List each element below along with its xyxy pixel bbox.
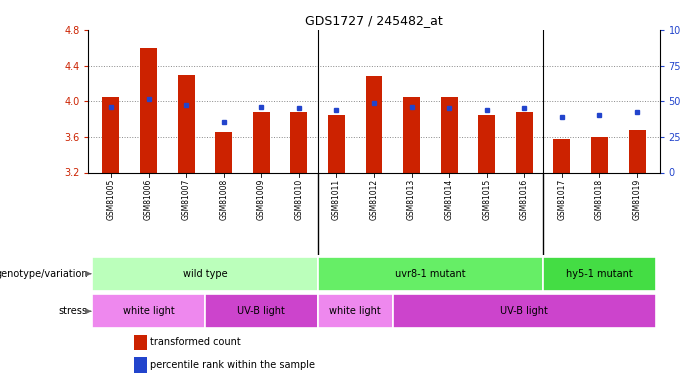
Bar bbox=[140, 48, 157, 172]
Text: white light: white light bbox=[329, 306, 381, 316]
Text: hy5-1 mutant: hy5-1 mutant bbox=[566, 269, 633, 279]
Bar bbox=[543, 257, 656, 291]
Text: GSM81018: GSM81018 bbox=[595, 179, 604, 220]
Bar bbox=[205, 294, 318, 328]
Text: UV-B light: UV-B light bbox=[500, 306, 548, 316]
Text: GSM81010: GSM81010 bbox=[294, 179, 303, 220]
Bar bbox=[328, 115, 345, 172]
Bar bbox=[177, 75, 194, 172]
Text: GSM81009: GSM81009 bbox=[257, 179, 266, 220]
Bar bbox=[441, 97, 458, 172]
Text: GSM81016: GSM81016 bbox=[520, 179, 529, 220]
Text: GSM81011: GSM81011 bbox=[332, 179, 341, 220]
Text: GSM81008: GSM81008 bbox=[219, 179, 228, 220]
Text: GSM81017: GSM81017 bbox=[558, 179, 566, 220]
Bar bbox=[290, 112, 307, 172]
Bar bbox=[554, 139, 571, 172]
Text: GSM81019: GSM81019 bbox=[632, 179, 641, 220]
Bar bbox=[318, 294, 393, 328]
Bar bbox=[103, 97, 120, 172]
Bar bbox=[92, 257, 318, 291]
Bar bbox=[92, 294, 205, 328]
Bar bbox=[134, 357, 147, 373]
Text: uvr8-1 mutant: uvr8-1 mutant bbox=[395, 269, 466, 279]
Bar bbox=[403, 97, 420, 172]
Bar bbox=[628, 130, 645, 172]
Bar bbox=[591, 137, 608, 172]
Bar bbox=[366, 76, 382, 172]
Bar bbox=[516, 112, 532, 172]
Title: GDS1727 / 245482_at: GDS1727 / 245482_at bbox=[305, 15, 443, 27]
Text: GSM81007: GSM81007 bbox=[182, 179, 190, 220]
Text: GSM81005: GSM81005 bbox=[107, 179, 116, 220]
Text: wild type: wild type bbox=[183, 269, 227, 279]
Text: GSM81015: GSM81015 bbox=[482, 179, 491, 220]
Bar bbox=[318, 257, 543, 291]
Text: genotype/variation: genotype/variation bbox=[0, 269, 88, 279]
Text: GSM81006: GSM81006 bbox=[144, 179, 153, 220]
Text: GSM81012: GSM81012 bbox=[369, 179, 379, 220]
Bar bbox=[216, 132, 232, 172]
Bar bbox=[134, 334, 147, 350]
Bar bbox=[253, 112, 270, 172]
Text: transformed count: transformed count bbox=[150, 337, 241, 347]
Text: UV-B light: UV-B light bbox=[237, 306, 285, 316]
Text: white light: white light bbox=[122, 306, 174, 316]
Bar bbox=[478, 115, 495, 172]
Text: GSM81014: GSM81014 bbox=[445, 179, 454, 220]
Text: stress: stress bbox=[58, 306, 88, 316]
Text: percentile rank within the sample: percentile rank within the sample bbox=[150, 360, 315, 370]
Bar bbox=[393, 294, 656, 328]
Text: GSM81013: GSM81013 bbox=[407, 179, 416, 220]
